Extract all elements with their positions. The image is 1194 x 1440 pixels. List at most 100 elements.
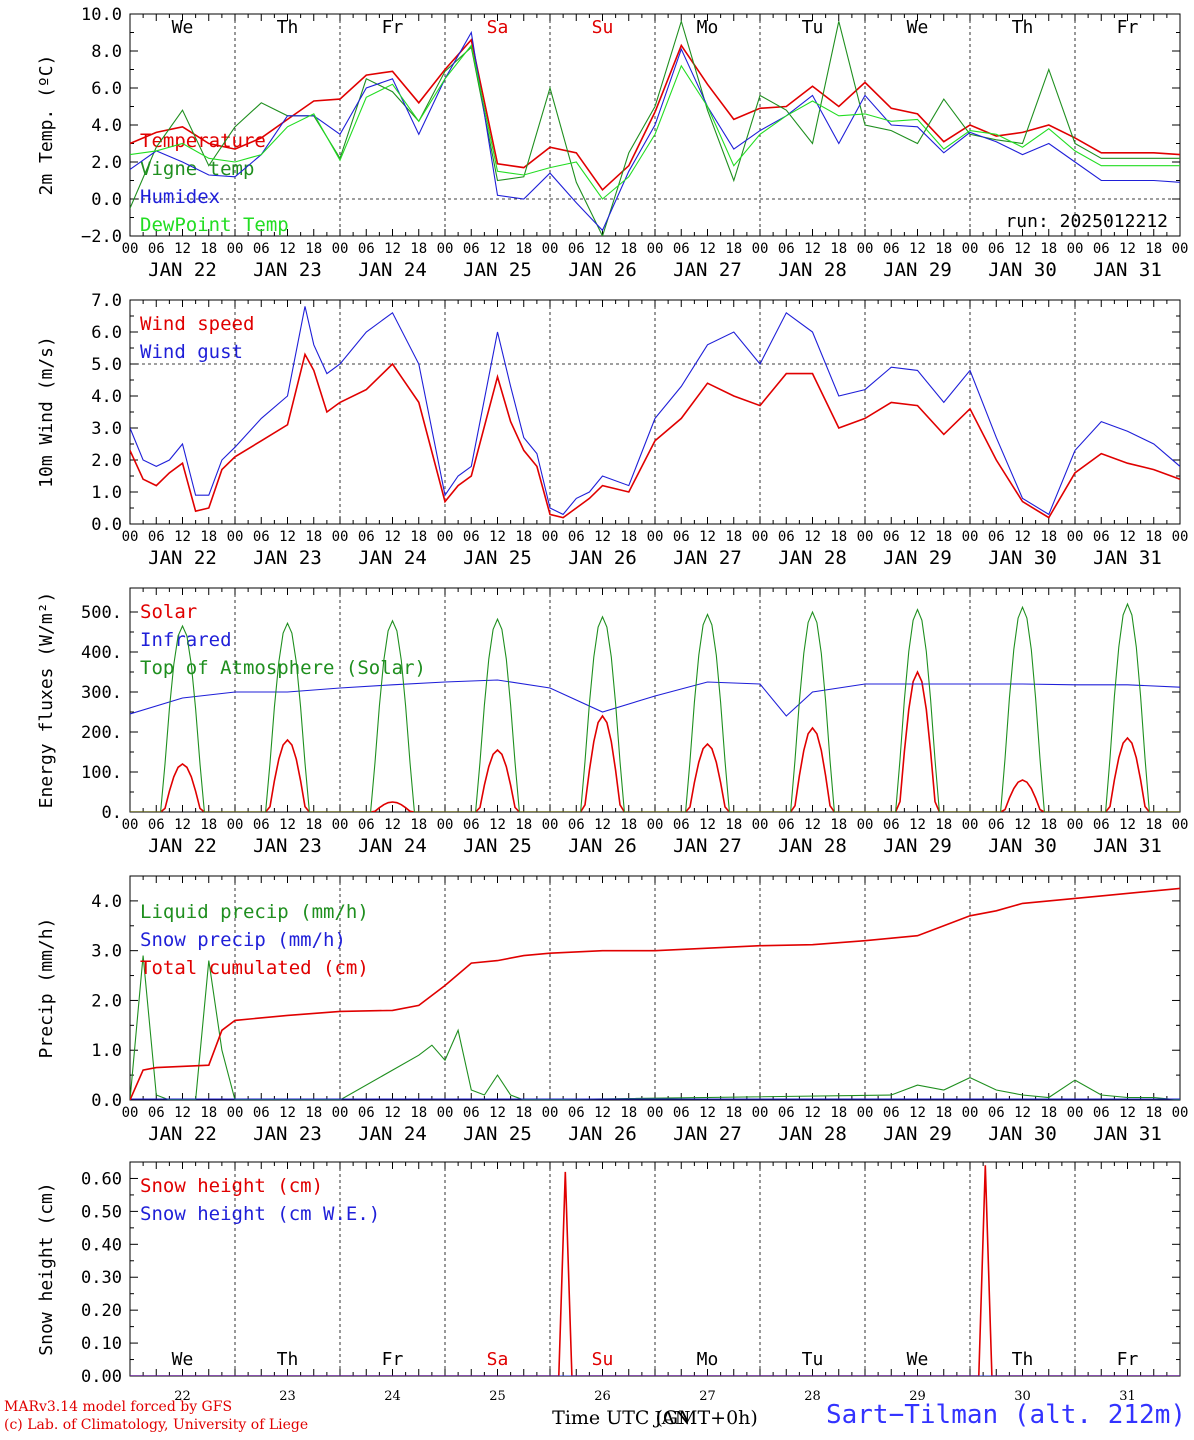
hour-tick-label: 00	[1172, 1105, 1189, 1121]
legend-entry: Snow precip (mm/h)	[140, 929, 346, 951]
date-label: JAN 22	[148, 259, 217, 281]
hour-tick-label: 12	[1014, 1105, 1031, 1121]
hour-tick-label: 06	[778, 1105, 795, 1121]
lab-credit: (c) Lab. of Climatology, University of L…	[4, 1417, 309, 1433]
day-number-label: 31	[1119, 1389, 1136, 1404]
date-label: JAN 22	[148, 547, 217, 569]
hour-tick-label: 12	[804, 241, 821, 257]
hour-tick-label: 18	[305, 241, 322, 257]
weekday-label: Th	[277, 17, 299, 38]
weekday-label: Mo	[697, 17, 719, 38]
y-axis-label: Snow height (cm)	[36, 1182, 57, 1355]
hour-tick-label: 18	[200, 529, 217, 545]
y-tick-label: 6.0	[91, 79, 122, 99]
hour-tick-label: 06	[148, 817, 165, 833]
hour-tick-label: 06	[148, 1105, 165, 1121]
weekday-label: Th	[1012, 17, 1034, 38]
panel-temperature: −2.0 0.0 2.0 4.0 6.0 8.0 10.0 2m Temp. (ºC) 00 06…	[36, 5, 1188, 281]
hour-tick-label: 12	[384, 529, 401, 545]
hour-tick-label: 18	[200, 1105, 217, 1121]
hour-tick-label: 00	[122, 817, 139, 833]
hour-tick-label: 18	[725, 241, 742, 257]
hour-tick-label: 12	[174, 817, 191, 833]
hour-tick-label: 00	[857, 1105, 874, 1121]
station-name: Sart−Tilman (alt. 212m)	[825, 1400, 1186, 1430]
legend-entry: DewPoint Temp	[140, 214, 289, 236]
hour-tick-label: 00	[437, 529, 454, 545]
hour-tick-label: 12	[1014, 529, 1031, 545]
hour-tick-label: 06	[253, 1105, 270, 1121]
hour-tick-label: 18	[410, 1105, 427, 1121]
hour-tick-label: 00	[332, 241, 349, 257]
hour-tick-label: 12	[384, 817, 401, 833]
hour-tick-label: 18	[1145, 817, 1162, 833]
date-label: JAN 29	[883, 835, 952, 857]
date-label: JAN 25	[463, 835, 532, 857]
hour-tick-label: 12	[1119, 241, 1136, 257]
hour-tick-label: 18	[1040, 529, 1057, 545]
hour-tick-label: 06	[463, 1105, 480, 1121]
hour-tick-label: 06	[253, 817, 270, 833]
day-number-label: 25	[489, 1389, 506, 1404]
hour-tick-label: 00	[857, 817, 874, 833]
hour-tick-label: 00	[962, 529, 979, 545]
date-label: JAN 24	[358, 259, 427, 281]
hour-tick-label: 00	[227, 817, 244, 833]
date-label: JAN 23	[253, 835, 322, 857]
series-line-top-of-atmosphere-solar-	[130, 602, 1180, 812]
weekday-label: Mo	[697, 1349, 719, 1370]
date-label: JAN 31	[1093, 259, 1162, 281]
y-tick-label: 0.30	[81, 1268, 122, 1288]
hour-tick-label: 06	[358, 529, 375, 545]
date-label: JAN 24	[358, 1123, 427, 1145]
day-number-label: 22	[174, 1389, 191, 1404]
day-number-label: 30	[1014, 1389, 1031, 1404]
series-line-dewpoint-temp	[130, 44, 1180, 200]
y-tick-label: 6.0	[91, 323, 122, 343]
hour-tick-label: 00	[1172, 817, 1189, 833]
legend-entry: Total cumulated (cm)	[140, 957, 369, 979]
hour-tick-label: 12	[279, 241, 296, 257]
hour-tick-label: 18	[725, 1105, 742, 1121]
hour-tick-label: 06	[673, 241, 690, 257]
day-number-label: 27	[699, 1389, 716, 1404]
hour-tick-label: 00	[542, 241, 559, 257]
hour-tick-label: 06	[463, 817, 480, 833]
weekday-label: Th	[1012, 1349, 1034, 1370]
y-tick-label: 4.0	[91, 892, 122, 912]
date-label: JAN 25	[463, 1123, 532, 1145]
footer-credits: MARv3.14 model forced by GFS (c) Lab. of…	[4, 1398, 308, 1434]
hour-tick-label: 12	[174, 241, 191, 257]
y-tick-label: 1.0	[91, 483, 122, 503]
y-tick-label: 2.0	[91, 991, 122, 1011]
hour-tick-label: 12	[804, 817, 821, 833]
weekday-label: Sa	[487, 17, 509, 38]
x-axis-overlap-label: JAN	[653, 1408, 691, 1429]
hour-tick-label: 12	[909, 529, 926, 545]
hour-tick-label: 18	[305, 529, 322, 545]
hour-tick-label: 06	[988, 529, 1005, 545]
y-tick-label: 0.50	[81, 1202, 122, 1222]
y-tick-label: −2.0	[81, 227, 122, 247]
date-label: JAN 29	[883, 547, 952, 569]
hour-tick-label: 06	[988, 1105, 1005, 1121]
date-label: JAN 23	[253, 547, 322, 569]
panel-precip: 0.0 1.0 2.0 3.0 4.0 Precip (mm/h) 00 06 12 18 JAN …	[36, 875, 1189, 1145]
y-axis-label: 10m Wind (m/s)	[36, 336, 57, 488]
hour-tick-label: 18	[830, 529, 847, 545]
weekday-label: We	[907, 1349, 929, 1370]
hour-tick-label: 18	[305, 1105, 322, 1121]
hour-tick-label: 00	[227, 1105, 244, 1121]
hour-tick-label: 06	[778, 529, 795, 545]
y-tick-label: 3.0	[91, 419, 122, 439]
hour-tick-label: 18	[515, 241, 532, 257]
hour-tick-label: 18	[725, 817, 742, 833]
weekday-label: Tu	[802, 1349, 824, 1370]
date-label: JAN 27	[673, 1123, 742, 1145]
series-line-infrared	[130, 679, 1180, 717]
hour-tick-label: 06	[148, 241, 165, 257]
legend-entry: Temperature	[140, 130, 266, 152]
hour-tick-label: 06	[463, 529, 480, 545]
series-line-humidex	[130, 30, 1180, 232]
y-tick-label: 200.	[81, 723, 122, 743]
